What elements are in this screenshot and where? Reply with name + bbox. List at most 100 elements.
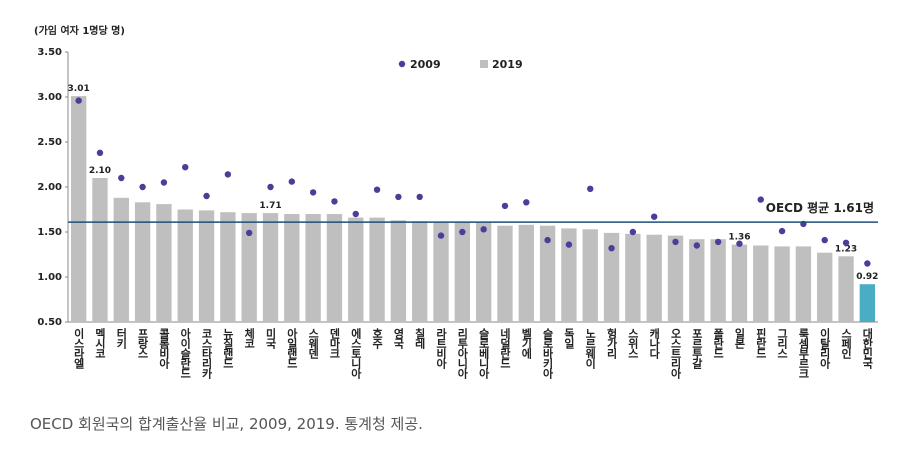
x-tick-label: 터키 bbox=[115, 327, 128, 350]
dot bbox=[821, 236, 828, 244]
dot bbox=[203, 192, 210, 200]
x-tick-label: 포르투갈 bbox=[690, 328, 703, 369]
value-label: 1.23 bbox=[835, 244, 857, 254]
dot bbox=[501, 202, 509, 210]
bar bbox=[539, 225, 556, 322]
bar bbox=[561, 228, 577, 322]
value-label: 0.92 bbox=[856, 272, 878, 282]
dot bbox=[416, 193, 423, 201]
chart: (가임 여자 1명당 명) 0.50 1.00 1.50 2.00 2.50 3.00 3.… bbox=[34, 24, 878, 380]
y-tick-label: 1.00 bbox=[37, 272, 62, 283]
bar bbox=[710, 239, 726, 322]
dot bbox=[118, 174, 125, 182]
dot bbox=[331, 198, 338, 205]
reference-label: OECD 평균 1.61명 bbox=[766, 201, 874, 215]
unit-label: (가임 여자 1명당 명) bbox=[34, 24, 125, 37]
x-tick-label: 대한민국 bbox=[861, 327, 874, 370]
bar bbox=[475, 222, 492, 322]
x-tick-label: 그리스 bbox=[776, 328, 789, 358]
bar bbox=[156, 204, 172, 322]
bar bbox=[177, 209, 193, 322]
x-tick-label: 콜롬비아 bbox=[157, 328, 170, 370]
dot bbox=[523, 199, 530, 206]
dot bbox=[459, 228, 466, 236]
value-label: 1.36 bbox=[728, 233, 750, 243]
bar bbox=[326, 214, 343, 322]
bar bbox=[838, 256, 854, 322]
x-tick-label: 체코 bbox=[243, 327, 256, 348]
bar bbox=[582, 229, 598, 322]
x-tick-label: 아이슬란드 bbox=[179, 327, 192, 378]
dot bbox=[437, 232, 445, 239]
legend-marker bbox=[398, 60, 406, 68]
y-tick-label: 2.00 bbox=[37, 182, 62, 193]
bar bbox=[390, 220, 407, 322]
dot bbox=[608, 245, 615, 252]
dot bbox=[587, 185, 594, 192]
bar bbox=[859, 284, 876, 322]
bar bbox=[305, 214, 321, 322]
x-tick-label: 이탈리아 bbox=[818, 327, 831, 370]
bar bbox=[92, 178, 108, 322]
bar bbox=[412, 221, 428, 322]
x-tick-label: 이스라엘 bbox=[72, 327, 85, 369]
x-tick-label: 슬로바키아 bbox=[541, 328, 554, 380]
x-tick-label: 코스타리카 bbox=[200, 328, 213, 380]
bar bbox=[497, 225, 513, 322]
dot bbox=[245, 229, 253, 237]
x-tick-label: 폴란드 bbox=[712, 328, 725, 358]
dot bbox=[736, 240, 743, 247]
dot bbox=[842, 239, 850, 246]
x-tick-label: 프랑스 bbox=[136, 328, 149, 358]
bar bbox=[220, 212, 236, 322]
x-tick-label: 멕시코 bbox=[93, 327, 106, 358]
bar bbox=[731, 244, 748, 322]
x-tick-label: 일본 bbox=[733, 327, 746, 349]
y-tick-label: 1.50 bbox=[37, 227, 62, 238]
dot bbox=[864, 260, 871, 267]
dot bbox=[224, 171, 232, 178]
x-tick-label: 룩셈부르크 bbox=[797, 328, 810, 378]
bar bbox=[348, 217, 364, 322]
bar bbox=[817, 252, 833, 322]
x-tick-label: 헝가리 bbox=[605, 327, 618, 360]
caption: OECD 회원국의 합계출산율 비교, 2009, 2019. 통계청 제공. bbox=[30, 415, 423, 433]
x-tick-label: 리투아니아 bbox=[456, 327, 469, 380]
bar bbox=[774, 246, 790, 322]
dot bbox=[373, 186, 381, 193]
bar bbox=[134, 202, 151, 322]
y-tick-label: 3.00 bbox=[37, 92, 62, 103]
x-tick-label: 핀란드 bbox=[754, 327, 767, 358]
dot bbox=[395, 193, 402, 201]
legend-marker bbox=[480, 60, 488, 68]
x-tick-label: 영국 bbox=[392, 328, 405, 350]
dot bbox=[778, 227, 786, 235]
bar bbox=[667, 235, 684, 322]
x-tick-label: 네덜란드 bbox=[498, 327, 511, 368]
x-tick-label: 캐나다 bbox=[648, 327, 661, 360]
x-tick-label: 호주 bbox=[371, 327, 384, 350]
dot bbox=[139, 183, 146, 191]
dot bbox=[693, 242, 701, 249]
dot bbox=[267, 183, 274, 191]
x-tick-label: 오스트리아 bbox=[669, 328, 682, 380]
bar bbox=[603, 232, 620, 322]
x-tick-label: 스위스 bbox=[626, 328, 639, 358]
x-tick-label: 스웨덴 bbox=[307, 328, 320, 359]
bar bbox=[284, 214, 300, 322]
x-tick-label: 독일 bbox=[562, 328, 575, 349]
bar bbox=[753, 245, 769, 322]
bar bbox=[70, 96, 87, 322]
x-tick-label: 라트비아 bbox=[435, 327, 448, 370]
bar bbox=[433, 222, 449, 322]
dot bbox=[75, 97, 82, 104]
x-tick-label: 덴마크 bbox=[328, 327, 341, 358]
x-tick-label: 노르웨이 bbox=[584, 328, 597, 370]
legend-label: 2019 bbox=[492, 58, 523, 71]
legend-label: 2009 bbox=[410, 58, 441, 71]
bar bbox=[689, 239, 705, 322]
dot bbox=[309, 189, 317, 196]
dot bbox=[650, 213, 658, 220]
bar bbox=[113, 197, 129, 322]
